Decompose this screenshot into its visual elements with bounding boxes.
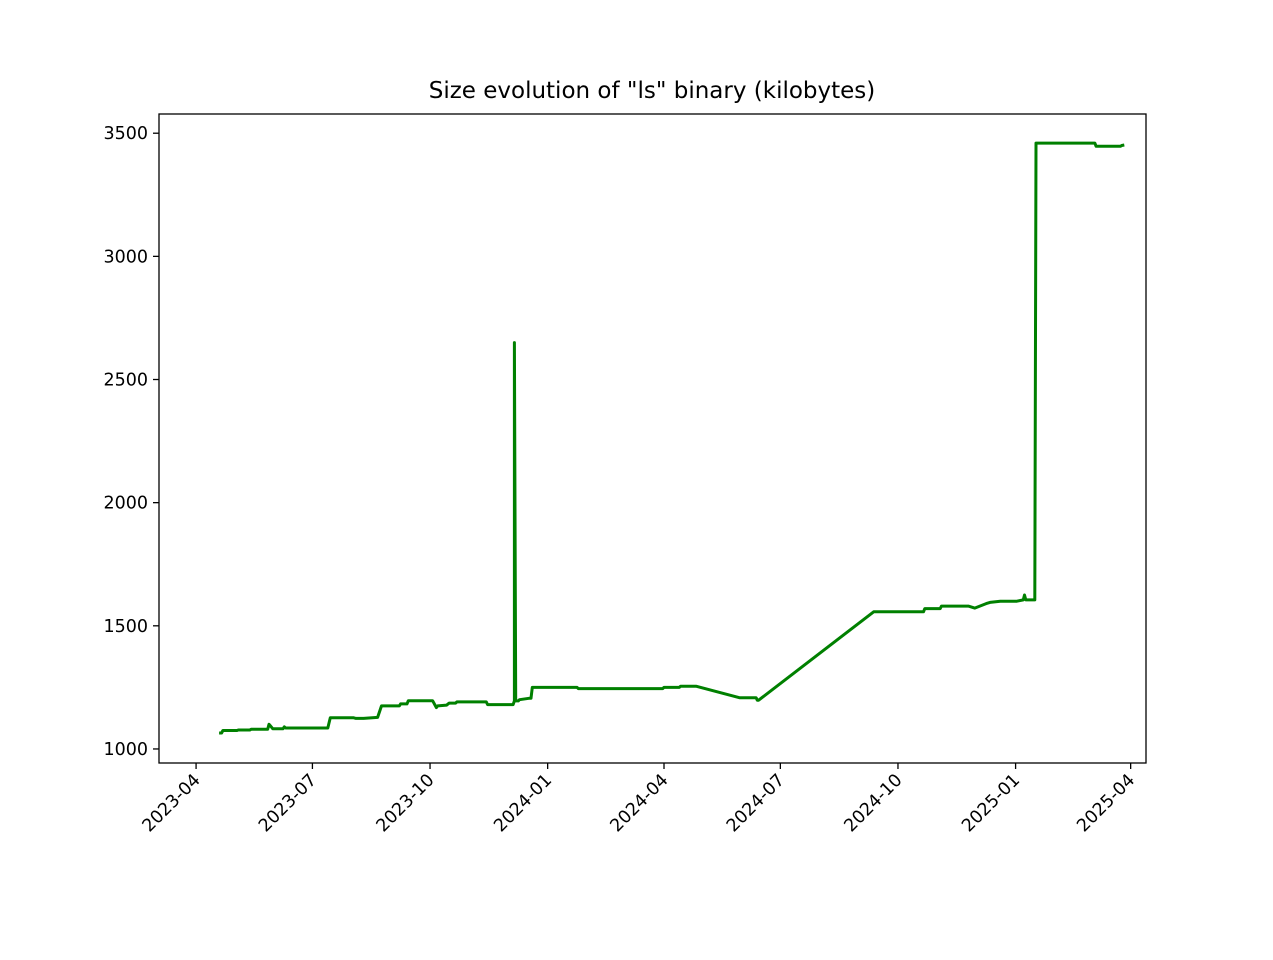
series-line-0 bbox=[219, 141, 1125, 735]
y-tick-label: 3500 bbox=[103, 124, 148, 144]
axes-frame bbox=[158, 113, 1147, 764]
plot-area bbox=[219, 141, 1125, 735]
y-tick-label: 1000 bbox=[103, 740, 148, 760]
y-tick-label: 2500 bbox=[103, 371, 148, 391]
chart-title: Size evolution of "ls" binary (kilobytes… bbox=[429, 78, 876, 104]
y-axis: 1000 1500 2000 2500 3000 3500 bbox=[103, 124, 159, 760]
y-tick-label: 2000 bbox=[103, 494, 148, 514]
y-tick-label: 3000 bbox=[103, 247, 148, 267]
y-tick-label: 1500 bbox=[103, 617, 148, 637]
